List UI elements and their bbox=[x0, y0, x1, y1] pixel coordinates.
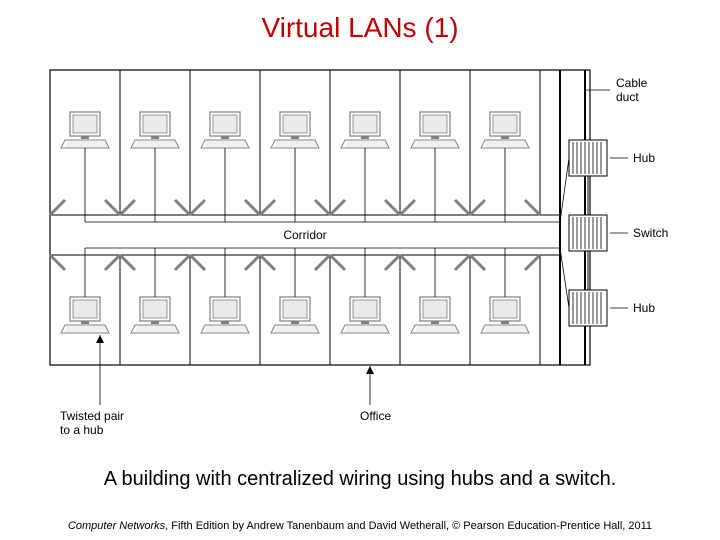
office-label: Office bbox=[360, 409, 391, 423]
footer-citation: Computer Networks, Fifth Edition by Andr… bbox=[0, 520, 720, 532]
footer-book: Computer Networks bbox=[68, 520, 165, 532]
footer-rest: , Fifth Edition by Andrew Tanenbaum and … bbox=[165, 520, 652, 532]
cable-duct-label-2: duct bbox=[616, 90, 639, 104]
switch-label: Switch bbox=[633, 226, 668, 240]
hub-top-label: Hub bbox=[633, 151, 655, 165]
twisted-pair-label-2: to a hub bbox=[60, 423, 104, 437]
switch-icon bbox=[569, 215, 607, 251]
page-title: Virtual LANs (1) bbox=[0, 12, 720, 44]
cable-duct-label-1: Cable bbox=[616, 76, 648, 90]
pc-row-bottom bbox=[61, 248, 529, 333]
vlan-diagram: Corridor bbox=[40, 60, 680, 450]
corridor-label: Corridor bbox=[283, 228, 326, 242]
twisted-pair-label-1: Twisted pair bbox=[60, 409, 124, 423]
hub-top-icon bbox=[569, 140, 607, 176]
caption-text: A building with centralized wiring using… bbox=[0, 468, 720, 491]
hub-bottom-label: Hub bbox=[633, 301, 655, 315]
hub-bottom-icon bbox=[569, 290, 607, 326]
